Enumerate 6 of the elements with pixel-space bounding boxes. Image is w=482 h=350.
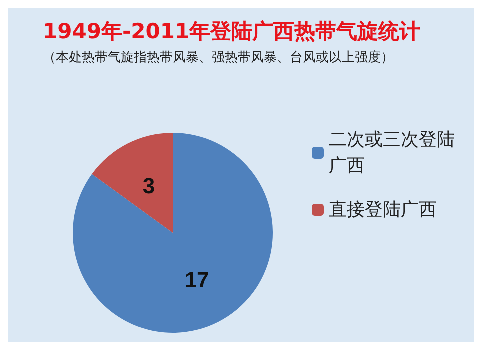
chart-subtitle: （本处热带气旋指热带风暴、强热带风暴、台风或以上强度） [43, 50, 394, 66]
data-label: 3 [142, 173, 156, 198]
legend-label: 直接登陆广西 [329, 200, 437, 220]
chart-title: 1949年-2011年登陆广西热带气旋统计 [43, 20, 421, 44]
data-label: 17 [184, 268, 210, 293]
legend-label: 二次或三次登陆广西 [329, 130, 455, 176]
